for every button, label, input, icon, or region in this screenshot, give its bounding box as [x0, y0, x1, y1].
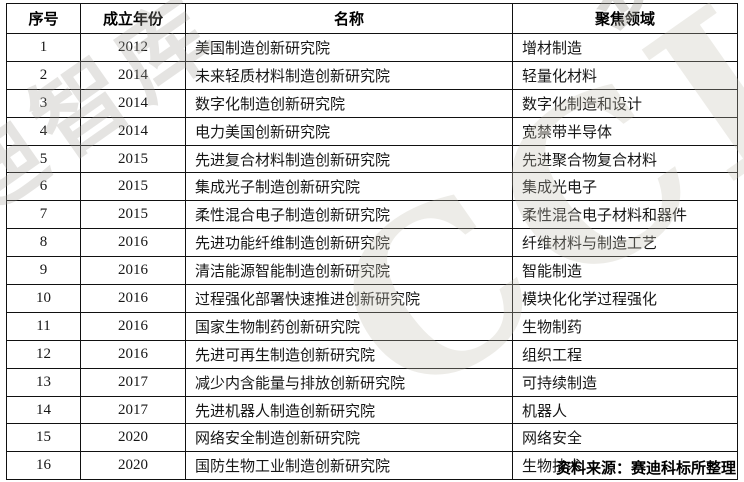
founding-year: 2020	[80, 451, 186, 481]
table-row: 16 2020 国防生物工业制造创新研究院 生物技术	[6, 451, 738, 481]
focus-area: 轻量化材料	[512, 60, 738, 90]
table-row: 10 2016 过程强化部署快速推进创新研究院 模块化化学过程强化	[6, 284, 738, 313]
institute-name: 集成光子制造创新研究院	[185, 172, 513, 202]
table-row: 5 2015 先进复合材料制造创新研究院 先进聚合物复合材料	[6, 144, 738, 174]
row-number: 16	[6, 451, 81, 481]
innovation-institutes-table: 序号 成立年份 名称 聚焦领域 1 2012 美国制造创新研究院 增材制造 2 2014 未来轻质…	[6, 3, 738, 481]
focus-area: 生物技术	[512, 451, 738, 481]
row-number: 1	[6, 33, 81, 62]
row-number: 7	[6, 200, 81, 230]
institute-name: 柔性混合电子制造创新研究院	[185, 200, 513, 230]
column-header-2: 名称	[185, 3, 513, 34]
row-number: 10	[6, 284, 81, 313]
focus-area: 增材制造	[512, 33, 738, 62]
founding-year: 2012	[80, 33, 186, 62]
institute-name: 未来轻质材料制造创新研究院	[185, 60, 513, 90]
institute-name: 过程强化部署快速推进创新研究院	[185, 284, 513, 313]
founding-year: 2016	[80, 339, 186, 369]
row-number: 8	[6, 228, 81, 258]
focus-area: 先进聚合物复合材料	[512, 144, 738, 174]
table-row: 11 2016 国家生物制药创新研究院 生物制药	[6, 311, 738, 341]
table-row: 1 2012 美国制造创新研究院 增材制造	[6, 33, 738, 62]
institute-name: 网络安全制造创新研究院	[185, 423, 513, 453]
row-number: 9	[6, 256, 81, 286]
table-body: 1 2012 美国制造创新研究院 增材制造 2 2014 未来轻质材料制造创新研究院 轻量化材…	[6, 33, 738, 481]
founding-year: 2020	[80, 423, 186, 453]
institute-name: 电力美国创新研究院	[185, 116, 513, 146]
row-number: 2	[6, 60, 81, 90]
table-row: 2 2014 未来轻质材料制造创新研究院 轻量化材料	[6, 60, 738, 90]
row-number: 11	[6, 311, 81, 341]
table-row: 7 2015 柔性混合电子制造创新研究院 柔性混合电子材料和器件	[6, 200, 738, 230]
founding-year: 2015	[80, 144, 186, 174]
column-header-0: 序号	[6, 3, 81, 34]
table-row: 15 2020 网络安全制造创新研究院 网络安全	[6, 423, 738, 453]
founding-year: 2014	[80, 116, 186, 146]
institute-name: 清洁能源智能制造创新研究院	[185, 256, 513, 286]
focus-area: 生物制药	[512, 311, 738, 341]
founding-year: 2016	[80, 284, 186, 313]
institute-name: 美国制造创新研究院	[185, 33, 513, 62]
founding-year: 2016	[80, 256, 186, 286]
column-header-3: 聚焦领域	[512, 3, 738, 34]
focus-area: 模块化化学过程强化	[512, 284, 738, 313]
row-number: 13	[6, 367, 81, 397]
institute-name: 减少内含能量与排放创新研究院	[185, 367, 513, 397]
focus-area: 智能制造	[512, 256, 738, 286]
institute-name: 先进机器人制造创新研究院	[185, 395, 513, 425]
founding-year: 2015	[80, 172, 186, 202]
table-row: 4 2014 电力美国创新研究院 宽禁带半导体	[6, 116, 738, 146]
row-number: 4	[6, 116, 81, 146]
row-number: 14	[6, 395, 81, 425]
table-row: 14 2017 先进机器人制造创新研究院 机器人	[6, 395, 738, 425]
row-number: 15	[6, 423, 81, 453]
institute-name: 国家生物制药创新研究院	[185, 311, 513, 341]
institute-name: 先进复合材料制造创新研究院	[185, 144, 513, 174]
founding-year: 2015	[80, 200, 186, 230]
founding-year: 2014	[80, 88, 186, 118]
institute-name: 数字化制造创新研究院	[185, 88, 513, 118]
founding-year: 2017	[80, 395, 186, 425]
table-row: 12 2016 先进可再生制造创新研究院 组织工程	[6, 339, 738, 369]
focus-area: 组织工程	[512, 339, 738, 369]
focus-area: 柔性混合电子材料和器件	[512, 200, 738, 230]
row-number: 12	[6, 339, 81, 369]
column-header-1: 成立年份	[80, 3, 186, 34]
focus-area: 集成光电子	[512, 172, 738, 202]
founding-year: 2016	[80, 311, 186, 341]
row-number: 3	[6, 88, 81, 118]
founding-year: 2017	[80, 367, 186, 397]
source-note: 资料来源：赛迪科标所整理	[555, 460, 736, 477]
focus-area: 机器人	[512, 395, 738, 425]
table-header-row: 序号 成立年份 名称 聚焦领域	[6, 3, 738, 34]
focus-area: 网络安全	[512, 423, 738, 453]
table-row: 6 2015 集成光子制造创新研究院 集成光电子	[6, 172, 738, 202]
founding-year: 2016	[80, 228, 186, 258]
focus-area: 可持续制造	[512, 367, 738, 397]
row-number: 6	[6, 172, 81, 202]
institute-name: 国防生物工业制造创新研究院	[185, 451, 513, 481]
table-row: 13 2017 减少内含能量与排放创新研究院 可持续制造	[6, 367, 738, 397]
table-row: 3 2014 数字化制造创新研究院 数字化制造和设计	[6, 88, 738, 118]
row-number: 5	[6, 144, 81, 174]
table-row: 9 2016 清洁能源智能制造创新研究院 智能制造	[6, 256, 738, 286]
focus-area: 宽禁带半导体	[512, 116, 738, 146]
institute-name: 先进可再生制造创新研究院	[185, 339, 513, 369]
focus-area: 纤维材料与制造工艺	[512, 228, 738, 258]
focus-area: 数字化制造和设计	[512, 88, 738, 118]
founding-year: 2014	[80, 60, 186, 90]
table-row: 8 2016 先进功能纤维制造创新研究院 纤维材料与制造工艺	[6, 228, 738, 258]
institute-name: 先进功能纤维制造创新研究院	[185, 228, 513, 258]
